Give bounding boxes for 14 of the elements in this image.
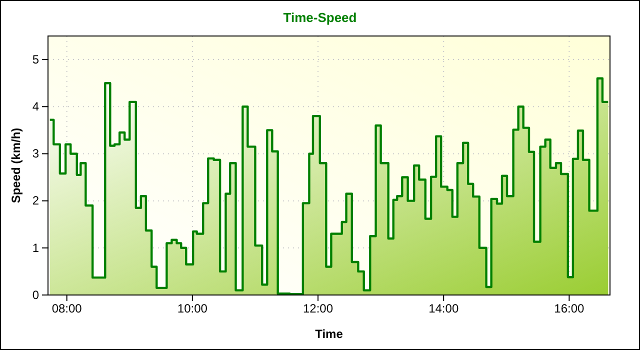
y-axis-title: Speed (km/h) — [9, 128, 23, 204]
y-tick-label: 0 — [32, 288, 40, 302]
x-axis-title: Time — [315, 327, 344, 341]
y-tick-label: 3 — [32, 146, 40, 161]
x-tick-label: 10:00 — [177, 302, 208, 316]
x-tick-label: 08:00 — [52, 302, 82, 316]
y-tick-label: 2 — [32, 194, 40, 208]
y-tick-label: 5 — [32, 52, 40, 66]
x-tick-label: 14:00 — [428, 302, 459, 316]
y-tick-label: 4 — [32, 99, 40, 114]
x-tick-label: 16:00 — [554, 302, 585, 316]
x-tick-label: 12:00 — [302, 302, 334, 316]
chart-title: Time-Speed — [283, 10, 357, 25]
y-tick-label: 1 — [32, 240, 40, 255]
